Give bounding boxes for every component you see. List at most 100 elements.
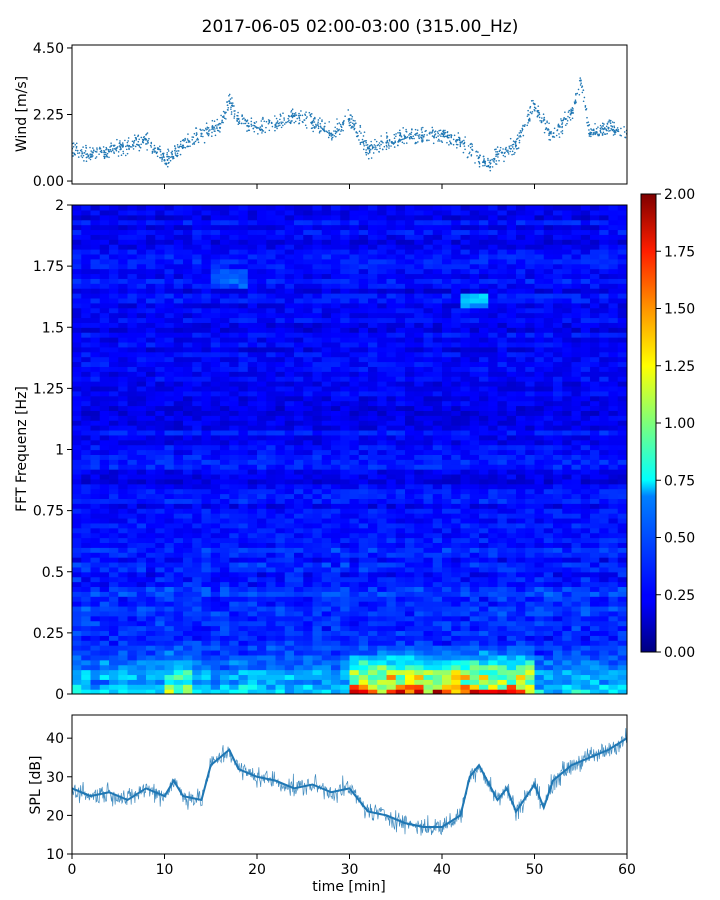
spectrogram-cell: [321, 635, 332, 641]
spectrogram-cell: [340, 684, 351, 690]
spectrogram-cell: [469, 552, 480, 558]
spectrogram-cell: [146, 586, 156, 592]
wind-sample-point: [230, 104, 233, 107]
spectrogram-cell: [553, 473, 563, 480]
wind-sample-point: [113, 151, 115, 153]
spectrogram-cell: [99, 483, 110, 490]
spectrogram-cell: [488, 537, 499, 544]
spectrogram-cell: [460, 601, 471, 607]
wind-sample-point: [166, 153, 168, 156]
spectrogram-cell: [220, 689, 230, 694]
spectrogram-cell: [488, 454, 499, 460]
wind-sample-point: [170, 156, 172, 158]
wind-sample-point: [221, 121, 223, 124]
spectrogram-cell: [183, 547, 193, 553]
spectrogram-cell: [155, 464, 166, 470]
spectrogram-cell: [617, 532, 627, 539]
spectrogram-cell: [460, 459, 471, 465]
spectrogram-cell: [118, 459, 129, 465]
wind-sample-point: [175, 150, 178, 152]
spectrogram-cell: [599, 473, 610, 480]
wind-sample-point: [196, 133, 198, 135]
spectrogram-cell: [368, 517, 378, 524]
spectrogram-cell: [173, 503, 184, 509]
spectrogram-cell: [220, 547, 230, 553]
wind-sample-point: [234, 110, 236, 112]
spectrogram-cell: [266, 513, 277, 519]
spectrogram-cell: [247, 581, 258, 588]
spectrogram-cell: [395, 547, 406, 553]
spectrogram-cell: [247, 449, 258, 455]
wind-sample-point: [224, 112, 226, 115]
spectrogram-cell: [617, 473, 627, 480]
spectrogram-cell: [469, 547, 480, 553]
wind-sample-point: [308, 111, 311, 114]
wind-sample-point: [338, 133, 341, 136]
spectrogram-cell: [368, 586, 378, 592]
spectrogram-cell: [358, 498, 369, 504]
spectrogram-cell: [127, 517, 138, 524]
spectrogram-cell: [127, 405, 138, 411]
spectrogram-cell: [99, 473, 110, 480]
spectrogram-cell: [201, 581, 212, 588]
spectrogram-cell: [146, 478, 156, 485]
wind-sample-point: [606, 123, 609, 125]
spectrogram-cell: [81, 630, 92, 636]
spectrogram-cell: [534, 513, 545, 519]
spectrogram-cell: [516, 478, 526, 485]
spectrogram-cell: [451, 581, 462, 588]
spectrogram-cell: [229, 664, 240, 671]
spectrogram-cell: [72, 410, 82, 416]
spectrogram-cell: [303, 517, 314, 524]
spectrogram-cell: [321, 684, 332, 690]
spectrogram-cell: [238, 517, 249, 524]
spectrogram-cell: [284, 429, 295, 436]
spectrogram-cell: [192, 596, 203, 602]
spectrogram-cell: [340, 498, 351, 504]
spectrogram-cell: [118, 552, 129, 558]
spectrogram-cell: [220, 420, 230, 426]
spectrogram-cell: [368, 640, 378, 646]
wind-sample-point: [328, 121, 331, 123]
spectrogram-cell: [331, 645, 341, 651]
wind-sample-point: [87, 154, 89, 156]
spectrogram-cell: [349, 591, 360, 597]
spectrogram-cell: [229, 645, 240, 651]
spectrogram-cell: [358, 547, 369, 553]
spectrogram-cell: [608, 508, 619, 514]
spectrogram-cell: [349, 601, 360, 607]
spectrogram-cell: [247, 649, 258, 656]
spectrogram-cell: [516, 429, 526, 436]
spectrogram-cell: [266, 566, 277, 573]
spectrogram-cell: [72, 454, 82, 460]
spectrogram-cell: [136, 645, 147, 651]
spectrogram-cell: [562, 522, 573, 529]
spectrogram-cell: [155, 605, 166, 612]
wind-sample-point: [411, 128, 413, 131]
spectrogram-cell: [460, 630, 471, 636]
spectrogram-cell: [525, 640, 536, 646]
spectrogram-cell: [608, 630, 619, 636]
spectrogram-cell: [395, 566, 406, 573]
spectrogram-cell: [247, 547, 258, 553]
spectrogram-cell: [506, 571, 517, 578]
wind-sample-point: [189, 145, 191, 147]
spectrogram-cell: [368, 498, 378, 504]
wind-sample-point: [537, 110, 540, 112]
wind-sample-point: [514, 142, 517, 145]
spectrogram-cell: [164, 601, 175, 607]
spectrogram-cell: [506, 464, 517, 470]
spectrogram-cell: [201, 620, 212, 627]
spectrogram-cell: [173, 576, 184, 583]
spectrogram-cell: [460, 454, 471, 460]
spectrogram-cell: [358, 640, 369, 646]
wind-sample-point: [122, 152, 125, 155]
spectrogram-cell: [331, 601, 341, 607]
wind-sample-point: [293, 113, 296, 115]
spectrogram-cell: [284, 493, 295, 499]
spectrogram-cell: [525, 513, 536, 519]
spectrogram-cell: [395, 630, 406, 636]
wind-sample-point: [360, 141, 363, 144]
wind-sample-point: [75, 145, 78, 148]
spectrogram-cell: [136, 469, 147, 475]
